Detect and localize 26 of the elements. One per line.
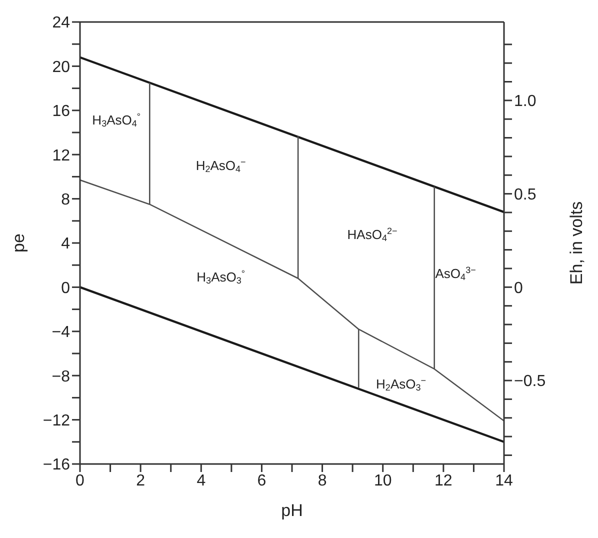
y-tick-label: 4 (61, 236, 70, 253)
y-tick-label: 24 (52, 14, 70, 32)
y-tick-label: 20 (52, 58, 70, 76)
x-axis-title: pH (281, 501, 303, 520)
y-tick-label: −12 (42, 412, 70, 430)
y-tick-label: −4 (52, 324, 70, 342)
y-tick-label: 12 (52, 147, 70, 164)
y-tick-label: 16 (52, 103, 70, 120)
y2-tick-label: 0 (514, 280, 523, 297)
y2-tick-label: −0.5 (514, 373, 546, 390)
x-tick-label: 4 (196, 472, 206, 490)
x-tick-label: 6 (257, 472, 266, 490)
y-tick-label: 0 (61, 280, 70, 297)
x-tick-label: 0 (76, 472, 85, 490)
y-tick-label: −8 (52, 368, 70, 386)
x-tick-label: 12 (434, 472, 452, 490)
x-tick-label: 10 (374, 472, 392, 490)
x-tick-label: 14 (495, 472, 513, 490)
y-tick-label: −16 (42, 456, 70, 474)
x-tick-label: 2 (136, 472, 146, 490)
x-tick-label: 8 (318, 472, 327, 490)
y2-tick-label: 1.0 (514, 93, 536, 110)
y-axis-title: pe (9, 234, 28, 252)
y2-tick-label: 0.5 (514, 186, 536, 204)
y-tick-label: 8 (61, 191, 70, 208)
y2-axis-title: Eh, in volts (567, 201, 586, 285)
